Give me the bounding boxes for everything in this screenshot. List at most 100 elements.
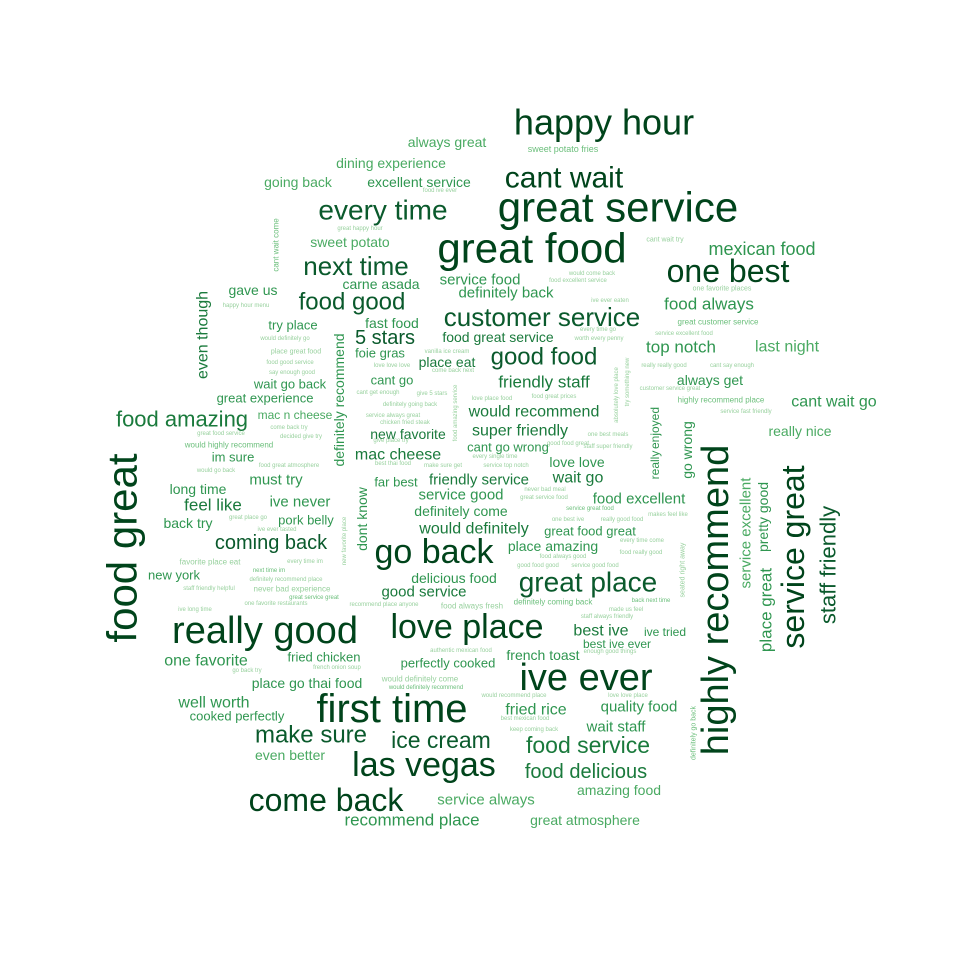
word-last-night: last night bbox=[755, 339, 820, 356]
word-one-favorite-places: one favorite places bbox=[693, 286, 752, 293]
word-really-nice: really nice bbox=[768, 423, 831, 439]
word-highly-recommend-place: highly recommend place bbox=[678, 396, 765, 405]
word-friendly-staff: friendly staff bbox=[498, 373, 590, 392]
word-every-time-go: every time go bbox=[580, 327, 617, 333]
word-service-good: service good bbox=[418, 487, 503, 504]
word-food-ive-ever: food ive ever bbox=[423, 188, 457, 194]
word-definitely-come: definitely come bbox=[414, 503, 508, 519]
word-one-favorite-restaurants: one favorite restaurants bbox=[244, 601, 307, 607]
word-dining-experience: dining experience bbox=[336, 155, 446, 171]
word-place-eat: place eat bbox=[419, 354, 476, 370]
word-mac-n-cheese: mac n cheese bbox=[258, 408, 333, 422]
word-try-something-new: try something new bbox=[625, 357, 631, 406]
word-come-back-try: come back try bbox=[270, 425, 307, 431]
word-las-vegas: las vegas bbox=[352, 746, 496, 784]
word-food-great-atmosphere: food great atmosphere bbox=[259, 463, 320, 469]
word-ive-ever: ive ever bbox=[519, 657, 652, 699]
word-good-food: good food bbox=[491, 344, 598, 371]
word-great-happy-hour: great happy hour bbox=[337, 226, 382, 232]
word-customer-service: customer service bbox=[444, 302, 641, 332]
word-first-time: first time bbox=[316, 687, 467, 731]
word-makes-feel-like: makes feel like bbox=[648, 512, 688, 518]
word-love-love-place: love love place bbox=[608, 693, 648, 699]
word-try-place: try place bbox=[268, 318, 317, 333]
word-would-definitely-recommend: would definitely recommend bbox=[388, 685, 463, 691]
word-decided-give-try: decided give try bbox=[280, 434, 322, 440]
word-definitely-going-back: definitely going back bbox=[383, 402, 438, 408]
word-great-service-great: great service great bbox=[289, 595, 339, 601]
word-ice-cream: ice cream bbox=[391, 727, 491, 753]
word-happy-hour: happy hour bbox=[514, 102, 694, 143]
word-would-go-back: would go back bbox=[196, 468, 236, 474]
word-every-time-come: every time come bbox=[620, 538, 665, 544]
word-love-place-food: love place food bbox=[472, 396, 512, 402]
word-place-great-food: place great food bbox=[271, 349, 321, 356]
word-new-york: new york bbox=[148, 568, 201, 583]
word-service-excellent-food: service excellent food bbox=[655, 331, 713, 337]
word-enjoyed: enjoyed bbox=[648, 407, 662, 449]
word-highly-recommend: highly recommend bbox=[695, 445, 737, 755]
word-service-fast-friendly: service fast friendly bbox=[720, 409, 771, 415]
word-always-great: always great bbox=[408, 134, 487, 150]
word-pork-belly: pork belly bbox=[278, 513, 334, 528]
word-food-excellent-service: food excellent service bbox=[549, 278, 607, 284]
word-come-back-next: come back next bbox=[432, 368, 474, 374]
word-would-recommend: would recommend bbox=[468, 404, 600, 421]
word-staff-friendly-helpful: staff friendly helpful bbox=[183, 586, 235, 592]
word-enough-good-things: enough good things bbox=[584, 649, 637, 655]
word-staff-super-friendly: staff super friendly bbox=[584, 444, 633, 450]
word-carne-asada: carne asada bbox=[342, 276, 419, 292]
word-going-back: going back bbox=[264, 174, 333, 190]
word-back-try: back try bbox=[163, 515, 212, 531]
word-even-better: even better bbox=[255, 747, 325, 763]
word-cant-go-wrong: cant go wrong bbox=[467, 440, 549, 455]
word-french-onion-soup: french onion soup bbox=[313, 665, 361, 671]
word-really: really bbox=[648, 451, 662, 480]
word-sweet-potato-fries: sweet potato fries bbox=[528, 144, 599, 154]
word-cant-go: cant go bbox=[371, 373, 414, 388]
word-friendly-service: friendly service bbox=[429, 472, 529, 489]
word-say-enough-good: say enough good bbox=[269, 370, 315, 376]
word-great-place-go: great place go bbox=[229, 515, 268, 521]
word-new-favorite-place: new favorite place bbox=[342, 516, 348, 565]
word-food-delicious: food delicious bbox=[525, 761, 647, 783]
word-would-recommend-place: would recommend place bbox=[480, 693, 547, 699]
word-food-amazing-service: food amazing service bbox=[453, 384, 459, 441]
word-vanilla-ice-cream: vanilla ice cream bbox=[425, 349, 470, 355]
word-best-ive-ever: best ive ever bbox=[583, 637, 651, 651]
word-super-friendly: super friendly bbox=[472, 423, 568, 440]
word-food-great-service: food great service bbox=[442, 329, 553, 345]
word-ive-long-time: ive long time bbox=[178, 607, 212, 613]
word-service-always-great: service always great bbox=[366, 413, 421, 419]
word-food-service: food service bbox=[526, 732, 650, 758]
word-food-good-service: food good service bbox=[266, 360, 314, 366]
word-food-good: food good bbox=[299, 289, 406, 316]
word-great-food-great: great food great bbox=[544, 524, 636, 539]
word-food-great: food great bbox=[99, 453, 146, 642]
word-food-excellent: food excellent bbox=[593, 491, 686, 508]
word-happy-hour-menu: happy hour menu bbox=[223, 303, 270, 309]
word-make-sure: make sure bbox=[255, 722, 367, 749]
word-good-food-great: good food great bbox=[547, 441, 589, 447]
word-wait-staff: wait staff bbox=[586, 719, 647, 736]
word-cant-get-enough: cant get enough bbox=[356, 390, 399, 396]
word-food-always: food always bbox=[664, 295, 754, 314]
word-love-place: love place bbox=[390, 608, 543, 646]
word-every-time-im: every time im bbox=[287, 559, 323, 565]
word-even-though: even though bbox=[195, 291, 212, 379]
word-mexican-food: mexican food bbox=[708, 239, 815, 259]
word-top-notch: top notch bbox=[646, 338, 716, 357]
word-dont-know: dont know bbox=[354, 486, 370, 551]
word-authentic-mexican-food: authentic mexican food bbox=[430, 648, 492, 654]
word-really-good-food: really good food bbox=[601, 517, 644, 523]
word-keep-coming-back: keep coming back bbox=[510, 727, 559, 733]
word-would-come-back: would come back bbox=[568, 271, 616, 277]
word-chicken-fried-steak: chicken fried steak bbox=[380, 420, 431, 426]
word-really-really-good: really really good bbox=[641, 363, 686, 369]
word-must-try: must try bbox=[249, 472, 303, 489]
word-foie-gras: foie gras bbox=[355, 346, 405, 361]
word-staff-always-friendly: staff always friendly bbox=[581, 614, 633, 620]
word-would-definitely: would definitely bbox=[418, 521, 528, 538]
